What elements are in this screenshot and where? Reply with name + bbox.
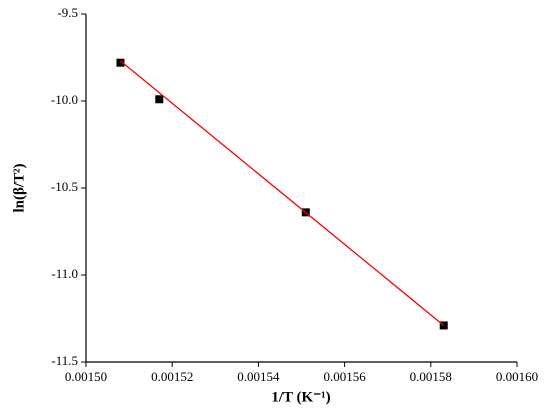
y-tick-label: -9.5 — [57, 5, 78, 20]
y-axis-label: ln(β/T²) — [11, 163, 27, 212]
x-tick-label: 0.00150 — [65, 369, 107, 384]
point — [116, 58, 125, 67]
x-tick-label: 0.00156 — [323, 369, 366, 384]
x-tick-label: 0.00158 — [410, 369, 452, 384]
y-tick-label: -11.5 — [51, 353, 78, 368]
x-axis-label: 1/T (K⁻¹) — [271, 389, 330, 405]
x-tick-label: 0.00152 — [151, 369, 193, 384]
point — [155, 95, 164, 104]
x-tick-label: 0.00160 — [496, 369, 538, 384]
y-tick-label: -10.0 — [51, 92, 78, 107]
y-tick-label: -11.0 — [51, 266, 78, 281]
y-tick-label: -10.5 — [51, 179, 78, 194]
fit-line — [120, 60, 445, 326]
x-tick-label: 0.00154 — [237, 369, 280, 384]
